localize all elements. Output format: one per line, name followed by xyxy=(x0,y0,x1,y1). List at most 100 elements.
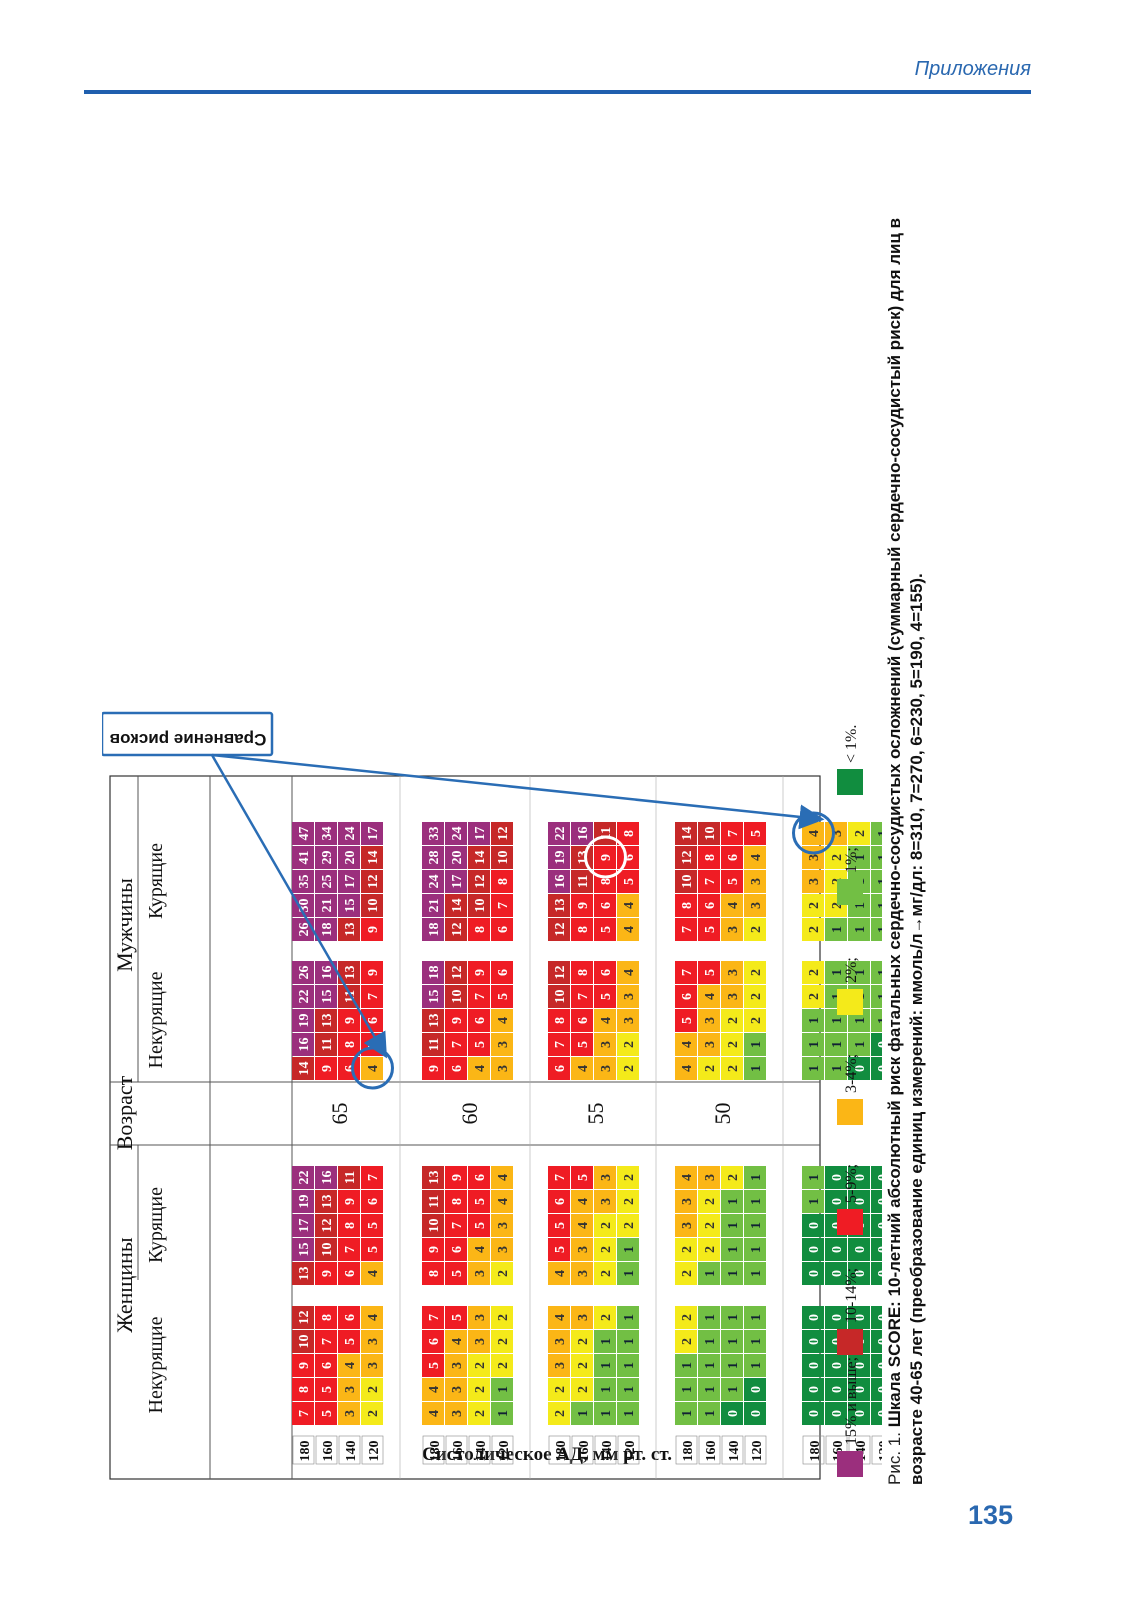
risk-cell xyxy=(445,1057,467,1080)
risk-value: 1 xyxy=(622,1314,637,1321)
risk-cell xyxy=(871,1190,882,1213)
risk-value: 0 xyxy=(876,1222,882,1229)
risk-value: 0 xyxy=(853,1386,868,1393)
risk-cell xyxy=(698,1354,720,1377)
risk-cell xyxy=(422,961,444,984)
risk-cell xyxy=(445,1378,467,1401)
risk-value: 13 xyxy=(553,899,568,913)
risk-cell xyxy=(617,985,639,1008)
risk-value: 5 xyxy=(703,926,718,933)
risk-cell xyxy=(848,1354,870,1377)
risk-cell xyxy=(445,1262,467,1285)
risk-cell xyxy=(445,1166,467,1189)
risk-cell xyxy=(315,985,337,1008)
risk-cell xyxy=(361,1214,383,1237)
risk-cell xyxy=(802,985,824,1008)
header-rule xyxy=(84,90,1031,94)
risk-value: 28 xyxy=(427,851,442,865)
risk-value: 4 xyxy=(622,902,637,909)
risk-value: 4 xyxy=(576,1065,591,1072)
risk-cell xyxy=(468,870,490,893)
risk-cell xyxy=(571,1354,593,1377)
risk-cell xyxy=(825,1306,847,1329)
risk-value: 1 xyxy=(496,1410,511,1417)
risk-value: 6 xyxy=(599,969,614,976)
risk-cell xyxy=(491,961,513,984)
age-label-55: 55 xyxy=(583,1103,608,1125)
risk-cell xyxy=(744,870,766,893)
risk-cell xyxy=(675,1262,697,1285)
risk-value: 4 xyxy=(680,1174,695,1181)
risk-value: 8 xyxy=(622,830,637,837)
risk-value: 12 xyxy=(680,851,695,865)
risk-value: 5 xyxy=(599,993,614,1000)
risk-cell xyxy=(548,961,570,984)
risk-value: 5 xyxy=(366,1246,381,1253)
risk-value: 6 xyxy=(343,1270,358,1277)
risk-value: 1 xyxy=(876,926,882,933)
risk-value: 3 xyxy=(343,1410,358,1417)
risk-value: 4 xyxy=(427,1410,442,1417)
risk-cell xyxy=(571,870,593,893)
risk-cell xyxy=(571,1330,593,1353)
risk-cell xyxy=(361,1238,383,1261)
risk-cell xyxy=(871,961,882,984)
risk-cell xyxy=(744,1378,766,1401)
risk-value: 1 xyxy=(749,1174,764,1181)
risk-value: 3 xyxy=(599,1065,614,1072)
risk-value: 8 xyxy=(576,969,591,976)
risk-value: 1 xyxy=(622,1362,637,1369)
risk-value: 2 xyxy=(366,1410,381,1417)
risk-cell xyxy=(802,894,824,917)
risk-value: 2 xyxy=(807,993,822,1000)
score-chart: Женщины Возраст Мужчины Некурящие Курящие Нек… xyxy=(102,711,882,1480)
risk-cell xyxy=(468,1378,490,1401)
risk-value: 2 xyxy=(680,1246,695,1253)
arrow-to-b xyxy=(211,753,825,830)
risk-value: 3 xyxy=(450,1386,465,1393)
risk-cell xyxy=(445,1214,467,1237)
risk-cell xyxy=(698,894,720,917)
risk-value: 4 xyxy=(366,1270,381,1277)
risk-value: 2 xyxy=(807,926,822,933)
risk-value: 1 xyxy=(703,1386,718,1393)
risk-cell xyxy=(338,1009,360,1032)
risk-value: 0 xyxy=(876,1270,882,1277)
risk-value: 4 xyxy=(622,969,637,976)
risk-cell xyxy=(825,1190,847,1213)
risk-cell xyxy=(594,1190,616,1213)
risk-value: 3 xyxy=(473,1270,488,1277)
risk-cell xyxy=(468,1354,490,1377)
risk-value: 7 xyxy=(553,1041,568,1048)
risk-value: 0 xyxy=(853,1410,868,1417)
risk-value: 2 xyxy=(703,1246,718,1253)
sbp-cell xyxy=(617,1435,640,1465)
risk-cell xyxy=(802,918,824,941)
risk-cell xyxy=(721,870,743,893)
legend-label: 2%; xyxy=(843,957,860,983)
risk-value: 6 xyxy=(450,1246,465,1253)
risk-cell xyxy=(698,1166,720,1189)
risk-cell xyxy=(571,1238,593,1261)
risk-cell xyxy=(491,918,513,941)
risk-value: 9 xyxy=(473,969,488,976)
risk-value: 7 xyxy=(343,1246,358,1253)
risk-cell xyxy=(721,1402,743,1425)
risk-value: 0 xyxy=(876,1386,882,1393)
risk-cell xyxy=(361,822,383,845)
risk-cell xyxy=(721,1214,743,1237)
risk-value: 1 xyxy=(876,878,882,885)
sbp-cell xyxy=(315,1435,338,1465)
risk-value: 4 xyxy=(553,1314,568,1321)
risk-cell xyxy=(491,1354,513,1377)
sbp-cell xyxy=(721,1435,744,1465)
legend-label: 5-9%; xyxy=(843,1164,860,1203)
risk-value: 3 xyxy=(450,1410,465,1417)
risk-cell xyxy=(594,1262,616,1285)
sbp-cell xyxy=(338,1435,361,1465)
risk-value: 1 xyxy=(807,1174,822,1181)
risk-value: 12 xyxy=(553,966,568,980)
risk-value: 10 xyxy=(366,899,381,913)
risk-value: 13 xyxy=(343,923,358,937)
risk-value: 5 xyxy=(450,1270,465,1277)
